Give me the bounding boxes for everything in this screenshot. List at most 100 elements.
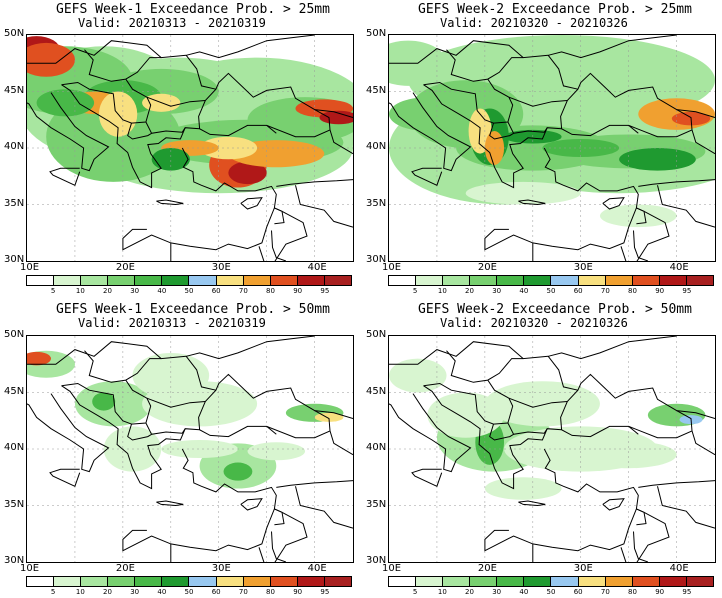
colorbar-label: 20 — [465, 287, 474, 295]
colorbar-label: 95 — [682, 287, 692, 295]
colorbar-swatch — [27, 276, 54, 285]
coastline — [329, 129, 353, 155]
colorbar-label: 90 — [293, 287, 303, 295]
latitude-label: 30N — [366, 555, 387, 566]
coastline — [676, 109, 715, 118]
colorbar-label: 60 — [573, 588, 583, 596]
coastline — [602, 197, 625, 210]
colorbar-swatch — [107, 577, 135, 586]
longitude-label: 40E — [307, 262, 327, 273]
coastline — [636, 508, 647, 526]
colorbar-label: 95 — [320, 287, 330, 295]
probability-shading — [484, 381, 600, 427]
coastline — [507, 422, 548, 435]
probability-shading — [161, 439, 238, 459]
coastline — [423, 78, 514, 124]
colorbar-swatch — [415, 577, 443, 586]
coastline — [628, 125, 639, 134]
colorbar-swatch — [685, 276, 713, 285]
colorbar-label: 5 — [412, 287, 418, 295]
colorbar-label: 70 — [600, 588, 610, 596]
valid-period: Valid: 20210320 - 20210326 — [440, 316, 628, 330]
colorbar-label: 80 — [266, 287, 275, 295]
latitude-label: 40N — [366, 141, 387, 152]
coastline — [314, 109, 353, 118]
longitude-label: 30E — [573, 563, 593, 574]
coastline — [633, 531, 649, 562]
colorbar-label: 30 — [492, 287, 502, 295]
probability-shading — [619, 148, 696, 171]
coastline — [145, 422, 186, 435]
panel-title: GEFS Week-1 Exceedance Prob. > 25mm — [56, 2, 330, 17]
colorbar-swatch — [389, 276, 416, 285]
coastline — [258, 547, 265, 562]
panel-title: GEFS Week-2 Exceedance Prob. > 50mm — [418, 302, 692, 317]
colorbar-swatch — [631, 276, 659, 285]
latitude-label: 50N — [4, 329, 25, 340]
colorbar-swatch — [242, 276, 270, 285]
colorbar-label: 90 — [655, 287, 665, 295]
probability-shading — [36, 89, 95, 117]
probability-shading — [223, 462, 253, 481]
latitude-label: 45N — [366, 84, 387, 96]
map-svg — [389, 336, 715, 562]
coastline — [329, 430, 353, 456]
coastline — [295, 185, 353, 228]
latitude-label: 45N — [4, 84, 25, 96]
coastline — [628, 426, 639, 435]
latitude-label: 45N — [4, 385, 25, 397]
coastline — [146, 96, 206, 107]
coastline — [638, 480, 715, 488]
coastline — [518, 199, 546, 206]
coastline — [266, 426, 277, 435]
longitude-label: 10E — [20, 262, 40, 273]
coastline — [27, 393, 110, 473]
colorbar-label: 70 — [238, 588, 248, 596]
coastline — [271, 531, 287, 562]
coastline — [61, 379, 152, 425]
colorbar-swatch — [188, 276, 216, 285]
coastline — [602, 498, 625, 511]
coastline — [84, 350, 162, 383]
map-svg — [389, 35, 715, 261]
colorbar-swatch — [577, 276, 605, 285]
coastline — [27, 336, 315, 365]
colorbar-swatch — [27, 577, 54, 586]
probability-shading — [27, 351, 51, 366]
coastline — [27, 92, 110, 172]
colorbar-swatch — [658, 276, 686, 285]
latitude-label: 35N — [366, 498, 387, 510]
colorbar-swatch — [496, 577, 524, 586]
colorbar-label: 90 — [293, 588, 303, 596]
colorbar-label: 60 — [573, 287, 583, 295]
latitude-label: 30N — [366, 254, 387, 265]
colorbar — [26, 275, 352, 286]
coastline — [276, 179, 353, 187]
coastline — [389, 336, 677, 365]
probability-shading — [151, 148, 190, 171]
coastline — [84, 49, 162, 82]
colorbar-label: 50 — [546, 287, 556, 295]
colorbar-swatch — [296, 276, 324, 285]
colorbar-label: 70 — [238, 287, 248, 295]
colorbar-swatch — [550, 276, 578, 285]
colorbar-label: 10 — [437, 588, 447, 596]
colorbar-swatch — [604, 577, 632, 586]
latitude-label: 35N — [4, 197, 25, 209]
coastline — [411, 468, 443, 487]
colorbar — [388, 576, 714, 587]
coastline — [156, 500, 184, 507]
colorbar-label: 95 — [682, 588, 692, 596]
colorbar-swatch — [80, 276, 108, 285]
latitude-label: 30N — [4, 555, 25, 566]
valid-period: Valid: 20210313 - 20210319 — [78, 16, 266, 30]
coastline — [49, 167, 81, 186]
coastline — [508, 397, 568, 408]
coastline — [240, 197, 263, 210]
coastline — [507, 121, 548, 134]
colorbar-label: 10 — [437, 287, 447, 295]
colorbar-swatch — [323, 276, 351, 285]
colorbar-swatch — [550, 577, 578, 586]
colorbar-swatch — [242, 577, 270, 586]
probability-map — [26, 34, 354, 262]
